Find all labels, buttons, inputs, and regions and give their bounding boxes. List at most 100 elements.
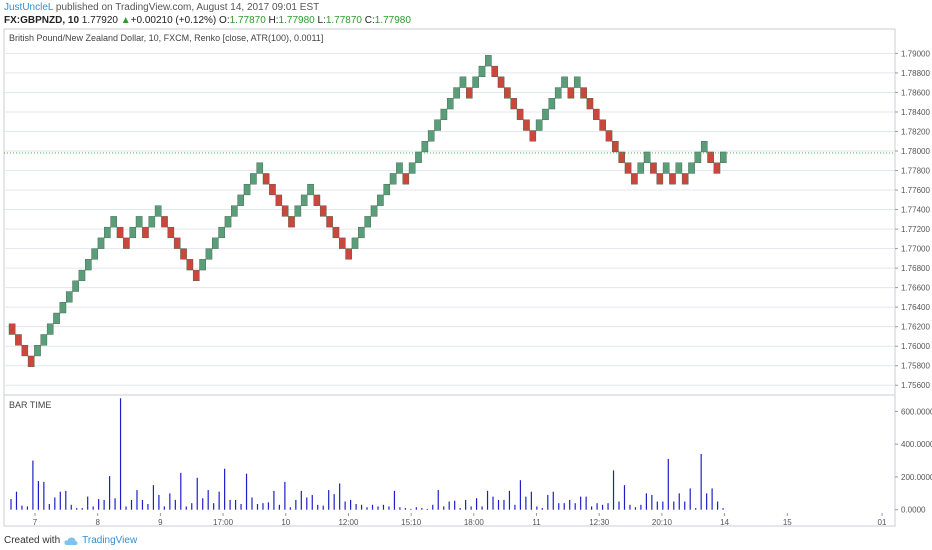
tradingview-link[interactable]: TradingView bbox=[82, 535, 138, 546]
publish-info: JustUncleL published on TradingView.com,… bbox=[4, 2, 319, 13]
renko-brick bbox=[167, 226, 175, 239]
renko-brick bbox=[707, 151, 714, 163]
renko-brick bbox=[700, 141, 708, 153]
volume-tick-label: 600.0000 bbox=[901, 407, 932, 416]
renko-brick bbox=[192, 269, 200, 282]
author-link[interactable]: JustUncleL bbox=[4, 2, 54, 13]
renko-brick bbox=[313, 194, 321, 206]
renko-brick bbox=[326, 216, 333, 228]
renko-brick bbox=[618, 151, 625, 163]
price-tick-label: 1.77600 bbox=[901, 186, 930, 195]
renko-brick bbox=[250, 173, 257, 185]
renko-brick bbox=[529, 130, 537, 142]
renko-bricks bbox=[8, 55, 727, 367]
renko-brick bbox=[599, 119, 606, 131]
renko-brick bbox=[485, 55, 492, 67]
renko-brick bbox=[231, 205, 238, 217]
price-tick-label: 1.78000 bbox=[901, 147, 930, 156]
renko-brick bbox=[281, 205, 289, 217]
renko-brick bbox=[567, 87, 575, 99]
price-tick-label: 1.75600 bbox=[901, 381, 930, 390]
time-tick-label: 8 bbox=[95, 518, 100, 527]
time-tick-label: 15 bbox=[783, 518, 792, 527]
renko-brick bbox=[377, 194, 384, 206]
renko-brick bbox=[262, 173, 270, 185]
renko-brick bbox=[504, 87, 511, 99]
renko-brick bbox=[142, 226, 149, 239]
renko-brick bbox=[370, 205, 378, 217]
renko-brick bbox=[389, 173, 397, 185]
volume-tick-label: 0.0000 bbox=[901, 506, 926, 515]
renko-brick bbox=[97, 237, 105, 249]
renko-brick bbox=[688, 162, 695, 174]
renko-brick bbox=[605, 130, 613, 142]
volume-axis: 600.0000 400.0000 200.0000 0.0000 bbox=[895, 407, 932, 515]
renko-brick bbox=[510, 98, 518, 110]
symbol-info: FX:GBPNZD, 10 1.77920 ▲+0.00210 (+0.12%)… bbox=[4, 15, 411, 26]
renko-brick bbox=[472, 76, 479, 88]
renko-brick bbox=[593, 108, 600, 120]
renko-brick bbox=[148, 216, 156, 228]
renko-brick bbox=[497, 76, 505, 88]
renko-brick bbox=[34, 345, 41, 357]
renko-brick bbox=[72, 280, 79, 292]
low-value: 1.77870 bbox=[325, 15, 362, 26]
renko-brick bbox=[402, 173, 410, 185]
renko-brick bbox=[339, 237, 346, 249]
renko-brick bbox=[199, 259, 206, 271]
renko-brick bbox=[396, 162, 403, 174]
renko-brick bbox=[624, 162, 632, 174]
renko-brick bbox=[408, 162, 416, 174]
renko-brick bbox=[154, 205, 162, 217]
renko-brick bbox=[218, 226, 225, 239]
renko-brick bbox=[345, 248, 352, 260]
volume-tick-label: 200.0000 bbox=[901, 473, 932, 482]
time-tick-label: 17:00 bbox=[213, 518, 234, 527]
renko-brick bbox=[643, 151, 651, 163]
renko-brick bbox=[675, 162, 683, 174]
up-arrow-icon: ▲ bbox=[120, 15, 131, 26]
volume-tick-label: 400.0000 bbox=[901, 440, 932, 449]
renko-brick bbox=[237, 194, 245, 206]
renko-brick bbox=[466, 87, 473, 99]
renko-brick bbox=[300, 194, 308, 206]
renko-brick bbox=[383, 183, 391, 196]
renko-brick bbox=[491, 65, 499, 78]
footer: Created with TradingView bbox=[4, 535, 137, 546]
renko-brick bbox=[46, 323, 54, 335]
bar-time-bars bbox=[10, 398, 724, 510]
published-text: published on TradingView.com, August 14,… bbox=[55, 2, 320, 13]
renko-brick bbox=[421, 141, 429, 153]
renko-brick bbox=[78, 269, 86, 282]
renko-brick bbox=[535, 119, 543, 131]
renko-brick bbox=[523, 119, 530, 131]
renko-brick bbox=[275, 194, 283, 206]
renko-brick bbox=[180, 248, 187, 260]
price-tick-label: 1.78800 bbox=[901, 69, 930, 78]
renko-brick bbox=[351, 237, 359, 249]
renko-brick bbox=[332, 226, 340, 239]
price-tick-label: 1.77000 bbox=[901, 245, 930, 254]
renko-brick bbox=[561, 76, 568, 88]
renko-brick bbox=[104, 226, 111, 239]
renko-brick bbox=[161, 216, 168, 228]
price-tick-label: 1.76200 bbox=[901, 323, 930, 332]
grid-lines bbox=[4, 52, 895, 386]
renko-brick bbox=[135, 216, 143, 228]
renko-brick bbox=[650, 162, 657, 174]
renko-brick bbox=[65, 291, 73, 303]
renko-brick bbox=[459, 76, 467, 88]
renko-brick bbox=[446, 98, 454, 110]
close-label: C: bbox=[364, 15, 375, 26]
renko-brick bbox=[548, 98, 556, 110]
price-tick-label: 1.77800 bbox=[901, 167, 930, 176]
renko-brick bbox=[116, 226, 124, 239]
symbol-name: FX:GBPNZD, 10 bbox=[4, 15, 80, 26]
chart-title: British Pound/New Zealand Dollar, 10, FX… bbox=[9, 33, 323, 43]
time-tick-label: 7 bbox=[33, 518, 38, 527]
renko-brick bbox=[205, 248, 213, 260]
time-tick-label: 20:10 bbox=[652, 518, 673, 527]
price-axis: 1.79000 1.78800 1.78600 1.78400 1.78200 1.780… bbox=[895, 49, 930, 390]
renko-brick bbox=[415, 151, 422, 163]
